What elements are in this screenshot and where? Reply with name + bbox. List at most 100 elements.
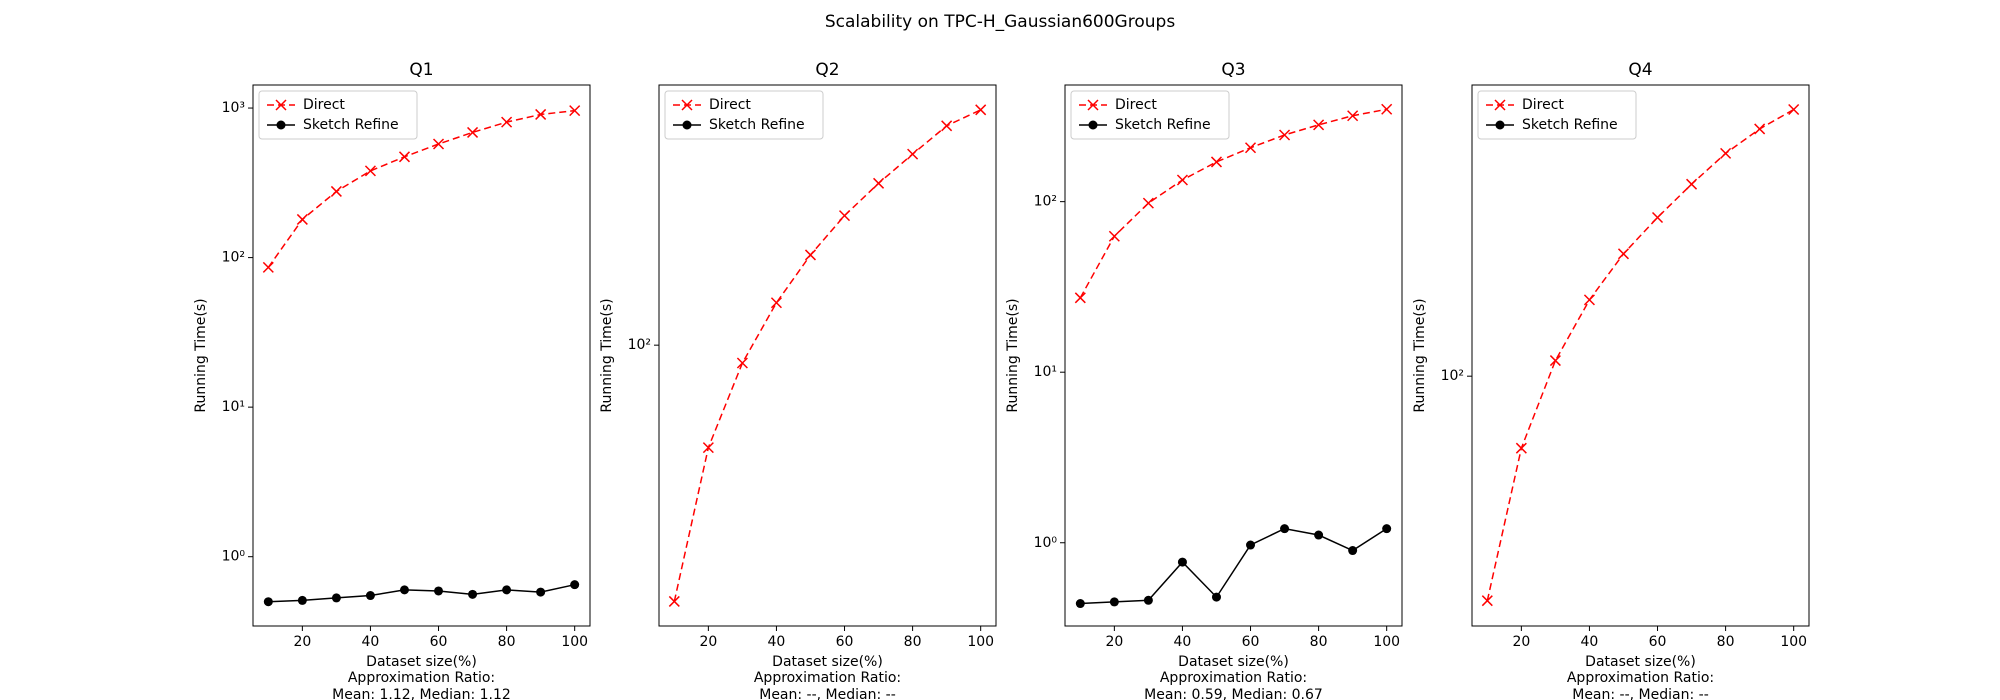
legend-label: Sketch Refine <box>709 117 805 133</box>
series-line <box>673 109 982 602</box>
x-tick-label: 80 <box>1310 634 1328 650</box>
x-tick-label: 20 <box>293 634 311 650</box>
subplot-title: Q1 <box>409 60 433 80</box>
marker <box>297 595 307 605</box>
legend-label: Direct <box>1522 97 1564 113</box>
marker <box>536 587 546 597</box>
marker <box>330 185 342 197</box>
marker <box>1788 103 1800 116</box>
marker <box>804 249 817 261</box>
y-tick-label: 10¹ <box>1034 364 1057 380</box>
marker <box>873 177 885 189</box>
x-axis-note: Mean: --, Median: -- <box>1572 687 1709 700</box>
legend-marker <box>1087 99 1099 111</box>
marker <box>838 210 851 222</box>
marker <box>432 138 445 150</box>
marker <box>1720 147 1732 159</box>
series-line <box>268 583 575 603</box>
marker <box>1279 129 1291 141</box>
marker <box>1583 294 1595 306</box>
marker <box>1108 230 1120 242</box>
marker <box>398 151 411 163</box>
x-tick-label: 60 <box>836 634 854 650</box>
x-tick-label: 20 <box>699 634 717 650</box>
legend-marker <box>275 99 287 111</box>
marker <box>702 442 714 454</box>
subplot: Q4 20 40 60 80 100 10² Dataset size(%)Approxima… <box>1412 60 1810 700</box>
marker <box>1210 156 1223 168</box>
series-line <box>1080 527 1388 605</box>
y-tick-label: 10¹ <box>222 399 245 415</box>
marker <box>1143 595 1153 605</box>
legend-box <box>1477 90 1637 140</box>
y-tick-label: 10⁰ <box>222 549 246 565</box>
subplot-title: Q4 <box>1628 60 1652 80</box>
legend-marker <box>1088 120 1098 130</box>
marker <box>1348 546 1358 556</box>
x-tick-label: 20 <box>1512 634 1530 650</box>
legend-marker <box>681 99 693 111</box>
axes-frame <box>1471 84 1810 627</box>
marker <box>535 108 547 120</box>
y-tick-label: 10⁰ <box>1034 535 1058 551</box>
marker <box>1617 248 1630 260</box>
subplot: Q1 20 40 60 80 100 10⁰ 10¹ 10² 10³ Dataset size(%)… <box>193 60 591 700</box>
marker <box>736 357 748 369</box>
y-axis-label: Running Time(s) <box>193 298 209 412</box>
x-tick-label: 20 <box>1105 634 1123 650</box>
marker <box>1347 110 1359 122</box>
marker <box>1686 178 1698 190</box>
marker <box>364 165 376 177</box>
x-axis-label: Dataset size(%) <box>366 654 477 670</box>
marker <box>1244 142 1257 154</box>
legend-label: Direct <box>303 97 345 113</box>
marker <box>770 297 782 309</box>
marker <box>1246 540 1256 550</box>
x-tick-label: 100 <box>1373 634 1400 650</box>
x-tick-label: 80 <box>904 634 922 650</box>
x-tick-label: 80 <box>1717 634 1735 650</box>
marker <box>907 148 919 160</box>
x-tick-label: 60 <box>1649 634 1667 650</box>
marker <box>1651 211 1664 224</box>
marker <box>296 213 308 225</box>
marker <box>434 586 444 596</box>
marker <box>668 595 680 607</box>
marker <box>1109 597 1119 607</box>
marker <box>365 591 375 601</box>
x-tick-label: 60 <box>430 634 448 650</box>
marker <box>467 126 479 138</box>
marker <box>331 593 341 603</box>
y-tick-label: 10² <box>222 250 245 266</box>
marker <box>1313 119 1325 131</box>
x-tick-label: 40 <box>1174 634 1192 650</box>
marker <box>1382 524 1392 534</box>
legend-label: Sketch Refine <box>1115 117 1211 133</box>
marker <box>1142 197 1154 209</box>
marker <box>502 585 512 595</box>
subplot: Q2 20 40 60 80 100 10² Dataset size(%)Approxima… <box>599 60 997 700</box>
x-tick-label: 60 <box>1242 634 1260 650</box>
x-tick-label: 100 <box>561 634 588 650</box>
marker <box>262 261 274 273</box>
legend-box <box>1070 90 1230 140</box>
x-tick-label: 40 <box>1581 634 1599 650</box>
marker <box>975 104 987 116</box>
marker <box>399 585 409 595</box>
y-axis-label: Running Time(s) <box>1005 298 1021 412</box>
marker <box>1176 174 1188 186</box>
x-axis-note: Approximation Ratio: <box>348 670 495 686</box>
x-axis-note: Mean: --, Median: -- <box>759 687 896 700</box>
marker <box>1481 595 1493 607</box>
y-tick-label: 10² <box>628 337 651 353</box>
axes-frame <box>1064 84 1403 627</box>
subplot-title: Q3 <box>1221 60 1245 80</box>
x-axis-label: Dataset size(%) <box>772 654 883 670</box>
x-tick-label: 100 <box>1780 634 1807 650</box>
marker <box>1754 123 1766 135</box>
legend-label: Sketch Refine <box>1522 117 1618 133</box>
series-line <box>267 109 575 268</box>
marker <box>569 105 581 117</box>
y-tick-label: 10² <box>1034 194 1057 210</box>
